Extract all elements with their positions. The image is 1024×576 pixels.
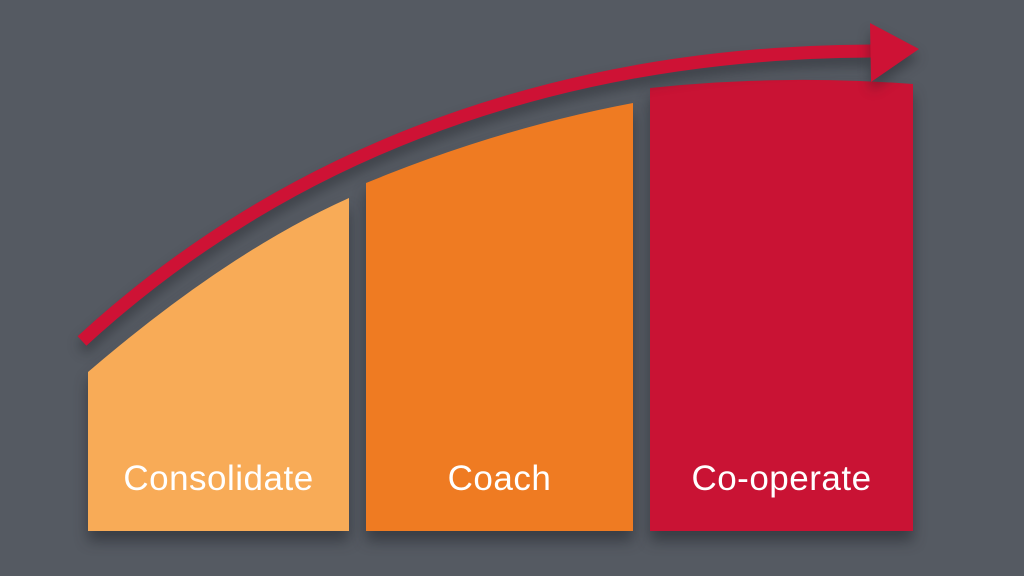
arrow-head-icon	[870, 23, 919, 82]
growth-arrow	[77, 23, 919, 346]
stage-bar-co-operate	[650, 79, 913, 531]
stage-label-coach: Coach	[447, 459, 552, 498]
stage-bar-coach	[366, 103, 633, 531]
stage-label-consolidate: Consolidate	[123, 459, 314, 498]
stage-label-co-operate: Co-operate	[691, 459, 872, 498]
stage-bar-consolidate	[88, 198, 349, 531]
growth-arrow-shaft	[77, 44, 873, 346]
